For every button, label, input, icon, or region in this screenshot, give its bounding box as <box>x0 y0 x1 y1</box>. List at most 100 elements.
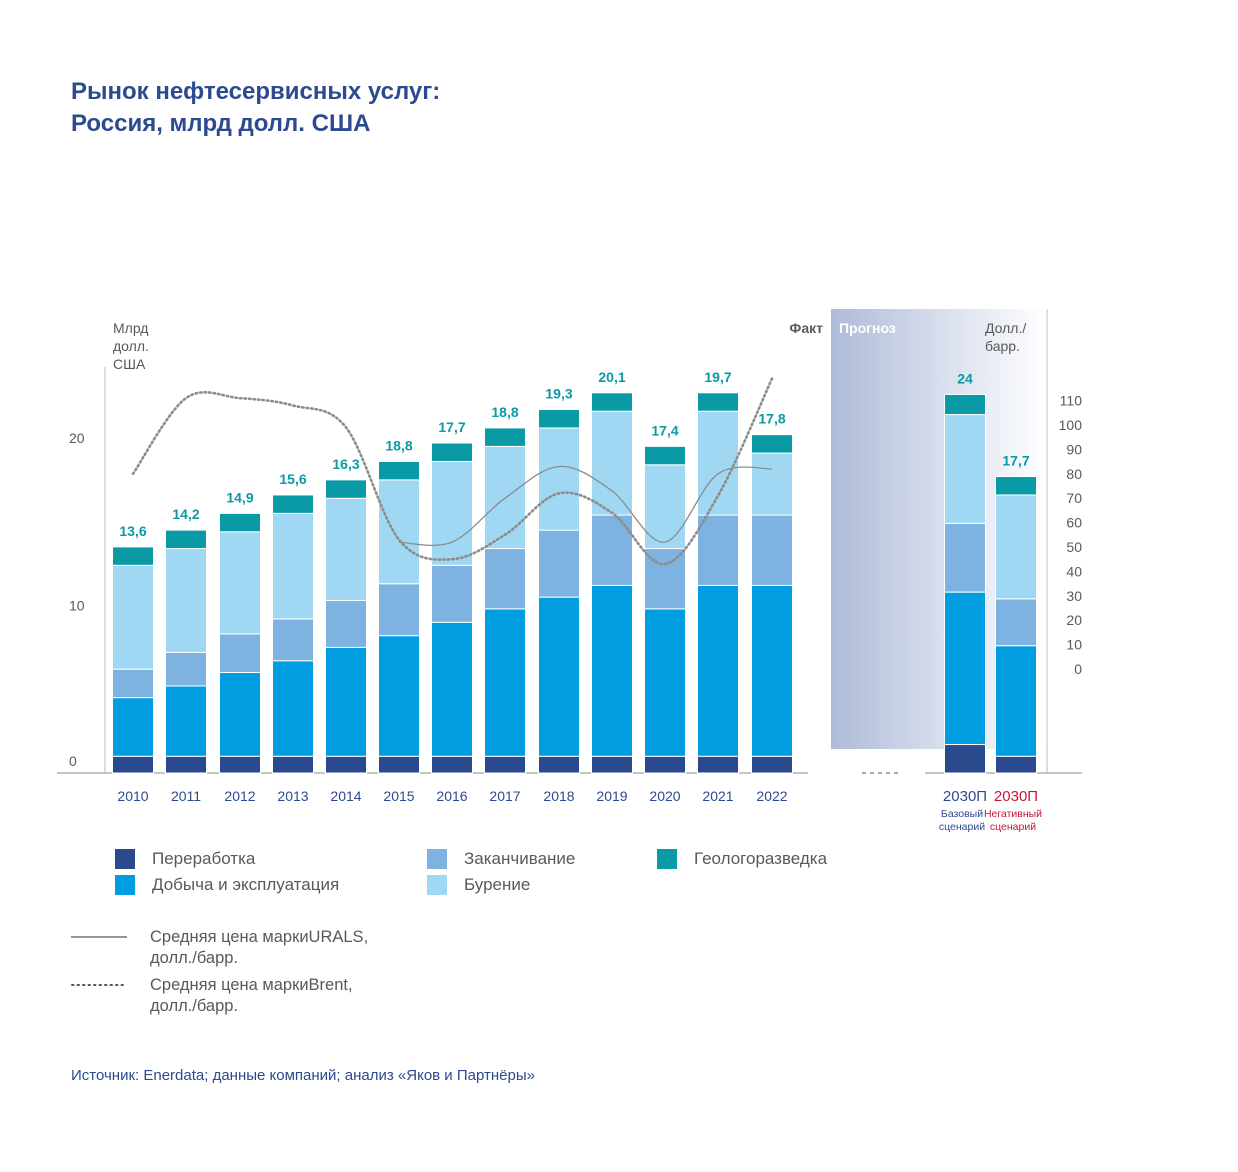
source-note: Источник: Enerdata; данные компаний; ана… <box>71 1067 535 1084</box>
bar-segment <box>112 697 154 757</box>
legend-item: Бурение <box>427 875 530 895</box>
bar-total-label: 19,3 <box>545 386 572 402</box>
bar-stack <box>995 476 1037 774</box>
legend-line-brent-text-1: Средняя цена маркиBrent, <box>150 976 353 994</box>
bar-total-labels: 13,6 14,2 14,9 15,6 16,3 18,8 17,7 18,8 19,3 20,1… <box>119 369 1029 539</box>
bar-segment <box>944 393 986 416</box>
bar-segment <box>484 427 526 447</box>
bar-segment <box>431 564 473 623</box>
legend-label: Бурение <box>464 875 531 894</box>
bar-segment <box>697 410 739 516</box>
bar-segment <box>644 445 686 466</box>
bar-stack <box>325 479 367 774</box>
right-tick-label: 20 <box>1066 612 1082 628</box>
bar-stack <box>538 409 580 774</box>
bar-segment <box>644 464 686 550</box>
bar-stack <box>591 392 633 774</box>
bar-total-label: 17,7 <box>1002 453 1029 469</box>
x-tick-label: 2019 <box>596 788 627 804</box>
right-tick-label: 80 <box>1066 466 1082 482</box>
legend-label: Переработка <box>152 849 256 868</box>
x-tick-label: 2018 <box>543 788 574 804</box>
bar-segment <box>325 497 367 601</box>
bar-segment <box>538 755 580 774</box>
bar-segment <box>697 755 739 774</box>
x-tick-label: 2014 <box>330 788 361 804</box>
bar-segment <box>378 460 420 481</box>
bar-segment <box>325 646 367 757</box>
bar-segment <box>944 414 986 524</box>
bar-segment <box>272 755 314 774</box>
bar-segment <box>995 755 1037 774</box>
bar-segment <box>484 755 526 774</box>
bar-segment <box>112 668 154 699</box>
bar-total-label: 24 <box>957 370 973 386</box>
bar-segment <box>751 434 793 454</box>
bar-segment <box>165 529 207 550</box>
bar-segment <box>751 452 793 516</box>
legend-line-urals-text-1: Средняя цена маркиURALS, <box>150 928 369 946</box>
bar-segment <box>112 564 154 670</box>
x-tick-label: 2020 <box>649 788 680 804</box>
x-tick-label: 2013 <box>277 788 308 804</box>
bar-stack <box>697 392 739 774</box>
bar-segment <box>272 618 314 662</box>
bar-segment <box>325 479 367 499</box>
legend-item: Переработка <box>115 849 255 869</box>
bar-segment <box>272 512 314 620</box>
bar-segment <box>697 584 739 757</box>
scenario-label-line: сценарий <box>939 821 985 833</box>
right-tick-label: 60 <box>1066 515 1082 531</box>
bar-segment <box>431 460 473 566</box>
legend-swatch <box>427 875 447 895</box>
price-lines <box>131 377 774 566</box>
bar-total-label: 14,9 <box>226 489 253 505</box>
legend-label: Геологоразведка <box>694 849 828 868</box>
bar-segment <box>219 531 261 635</box>
bar-segment <box>219 755 261 774</box>
right-tick-label: 110 <box>1060 393 1083 409</box>
bar-stack <box>644 445 686 774</box>
right-axis-ticks: 0 10 20 30 40 50 60 70 80 90 100 110 <box>1059 393 1083 677</box>
bar-segment <box>272 494 314 514</box>
legend-swatch <box>115 849 135 869</box>
legend-line-urals-text-2: долл./барр. <box>150 949 239 967</box>
bar-segment <box>944 744 986 774</box>
left-axis-ticks: 0 10 20 <box>69 430 85 769</box>
right-tick-label: 90 <box>1066 441 1082 457</box>
bar-segment <box>325 599 367 648</box>
bar-segment <box>325 755 367 774</box>
x-tick-label: 2015 <box>383 788 414 804</box>
scenario-label-line: Базовый <box>941 808 983 820</box>
bar-segment <box>431 755 473 774</box>
bar-segment <box>591 392 633 412</box>
right-axis-label-line: Долл./ <box>985 320 1026 336</box>
bar-segment <box>995 598 1037 647</box>
bar-segment <box>995 476 1037 496</box>
bar-segment <box>165 685 207 757</box>
bar-segment <box>165 548 207 653</box>
x-tick-label: 2011 <box>171 788 201 804</box>
x-tick-label: 2017 <box>489 788 520 804</box>
bar-segment <box>697 392 739 412</box>
right-tick-label: 70 <box>1066 490 1082 506</box>
bar-segment <box>538 409 580 429</box>
bar-total-label: 20,1 <box>598 369 625 385</box>
bar-segment <box>538 596 580 757</box>
left-axis-label-line: Млрд <box>113 320 148 336</box>
bar-segment <box>644 608 686 757</box>
right-tick-label: 40 <box>1066 563 1082 579</box>
legend-label: Добыча и эксплуатация <box>152 875 340 894</box>
bar-segment <box>751 584 793 757</box>
left-tick-label: 10 <box>69 598 85 614</box>
bar-stack <box>378 460 420 774</box>
x-tick-label: 2010 <box>117 788 148 804</box>
bar-segment <box>484 608 526 757</box>
legend-swatch <box>427 849 447 869</box>
bar-total-label: 19,7 <box>704 369 731 385</box>
left-tick-label: 0 <box>69 753 77 769</box>
right-tick-label: 10 <box>1066 637 1082 653</box>
bar-segment <box>697 514 739 586</box>
